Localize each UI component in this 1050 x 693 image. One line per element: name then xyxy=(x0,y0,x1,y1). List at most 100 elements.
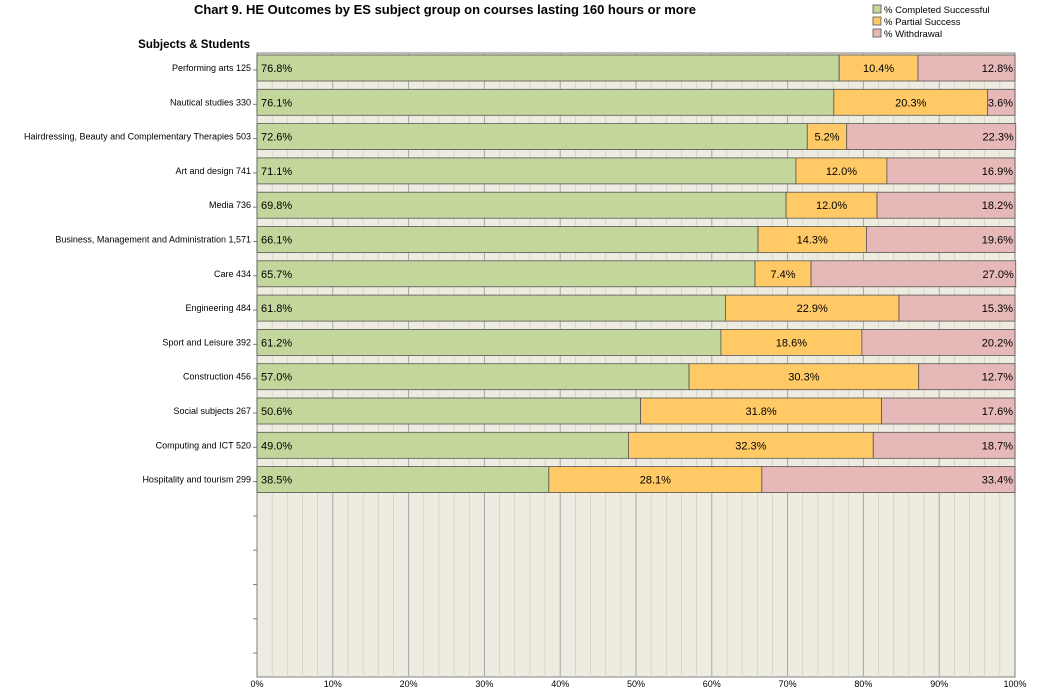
data-label: 3.6% xyxy=(988,97,1013,109)
bar-segment xyxy=(917,54,1016,82)
bar-segment xyxy=(806,123,848,150)
legend: % Completed Successful% Partial Success%… xyxy=(872,4,990,40)
legend-swatch xyxy=(872,4,882,14)
x-tick-label: 70% xyxy=(779,679,797,689)
data-label: 38.5% xyxy=(261,475,292,487)
data-label: 12.7% xyxy=(982,372,1013,384)
bar-segment xyxy=(256,157,797,185)
data-label: 71.1% xyxy=(261,166,292,178)
category-label: Performing arts 125 xyxy=(172,63,251,73)
data-label: 61.8% xyxy=(261,303,292,315)
data-label: 7.4% xyxy=(771,269,796,281)
bar-segment xyxy=(886,157,1016,185)
y-axis-title: Subjects & Students xyxy=(138,39,250,51)
bar-segment xyxy=(846,123,1017,150)
x-tick-label: 80% xyxy=(854,679,872,689)
data-label: 61.2% xyxy=(261,337,292,349)
category-label: Care 434 xyxy=(214,269,251,279)
bar-segment xyxy=(761,466,1016,494)
bar-segment xyxy=(256,363,690,391)
data-label: 33.4% xyxy=(982,475,1013,487)
legend-swatch xyxy=(872,16,882,26)
x-tick-label: 30% xyxy=(475,679,493,689)
data-label: 22.9% xyxy=(797,303,828,315)
bar-segment xyxy=(688,363,920,391)
x-tick-label: 60% xyxy=(703,679,721,689)
bar-segment xyxy=(898,294,1016,322)
data-label: 76.1% xyxy=(261,97,292,109)
data-label: 66.1% xyxy=(261,235,292,247)
data-label: 18.7% xyxy=(982,440,1013,452)
data-label: 18.2% xyxy=(982,200,1013,212)
data-label: 12.0% xyxy=(816,200,847,212)
data-label: 65.7% xyxy=(261,269,292,281)
x-tick-label: 20% xyxy=(400,679,418,689)
bar-segment xyxy=(861,328,1016,356)
bar-segment xyxy=(256,294,726,322)
data-label: 19.6% xyxy=(982,235,1013,247)
bar-segment xyxy=(256,226,759,253)
data-label: 30.3% xyxy=(788,372,819,384)
data-label: 5.2% xyxy=(814,132,839,144)
x-axis-ticks: 0% 10% 20% 30% 40% 50% 60% 70% 80% 90% 100% xyxy=(250,679,1026,689)
category-labels: Performing arts 125 Nautical studies 330 H… xyxy=(24,63,251,485)
bar-segment xyxy=(838,54,919,82)
bar-segment xyxy=(256,260,756,288)
bar-segment xyxy=(256,431,629,459)
data-label: 50.6% xyxy=(261,406,292,418)
category-label: Hairdressing, Beauty and Complementary T… xyxy=(24,132,251,142)
bar-segment xyxy=(256,397,641,425)
bars: 76.8% 10.4% 12.8% 76.1% 20.3% 3.6% 72.6% 5.2% 22… xyxy=(256,54,1017,494)
category-label: Media 736 xyxy=(209,200,251,210)
bar-segment xyxy=(785,191,878,219)
bar-segment xyxy=(256,466,550,494)
data-label: 16.9% xyxy=(982,166,1013,178)
data-label: 72.6% xyxy=(261,132,292,144)
category-label: Hospitality and tourism 299 xyxy=(142,475,251,485)
bar-segment xyxy=(725,294,900,322)
data-label: 14.3% xyxy=(797,235,828,247)
bar-segment xyxy=(833,88,989,116)
x-tick-label: 40% xyxy=(551,679,569,689)
data-label: 28.1% xyxy=(640,475,671,487)
bar-segment xyxy=(866,226,1016,253)
data-label: 49.0% xyxy=(261,440,292,452)
data-label: 15.3% xyxy=(982,303,1013,315)
chart-title: Chart 9. HE Outcomes by ES subject group… xyxy=(194,2,696,17)
legend-swatch xyxy=(872,28,882,38)
data-label: 69.8% xyxy=(261,200,292,212)
bar-segment xyxy=(256,54,840,82)
bar-segment xyxy=(987,88,1016,116)
bar-segment xyxy=(256,191,787,219)
category-label: Sport and Leisure 392 xyxy=(162,337,251,347)
legend-label: % Partial Success xyxy=(884,17,961,28)
category-label: Art and design 741 xyxy=(175,166,251,176)
category-label: Engineering 484 xyxy=(185,303,251,313)
bar-segment xyxy=(256,123,808,150)
data-label: 31.8% xyxy=(745,406,776,418)
legend-label: % Withdrawal xyxy=(884,29,942,40)
category-label: Construction 456 xyxy=(183,372,251,382)
data-label: 12.8% xyxy=(982,63,1013,75)
bar-segment xyxy=(872,431,1016,459)
bar-segment xyxy=(795,157,888,185)
category-label: Nautical studies 330 xyxy=(170,97,251,107)
x-tick-label: 90% xyxy=(930,679,948,689)
category-label: Computing and ICT 520 xyxy=(156,440,251,450)
bar-segment xyxy=(754,260,812,288)
data-label: 57.0% xyxy=(261,372,292,384)
bar-segment xyxy=(256,328,722,356)
x-tick-label: 10% xyxy=(324,679,342,689)
bar-segment xyxy=(628,431,874,459)
x-tick-label: 100% xyxy=(1003,679,1026,689)
bar-segment xyxy=(548,466,763,494)
data-label: 10.4% xyxy=(863,63,894,75)
data-label: 18.6% xyxy=(776,337,807,349)
data-label: 17.6% xyxy=(982,406,1013,418)
data-label: 27.0% xyxy=(983,269,1014,281)
x-tick-label: 0% xyxy=(250,679,263,689)
data-label: 22.3% xyxy=(983,132,1014,144)
category-label: Social subjects 267 xyxy=(173,406,251,416)
bar-segment xyxy=(810,260,1017,288)
